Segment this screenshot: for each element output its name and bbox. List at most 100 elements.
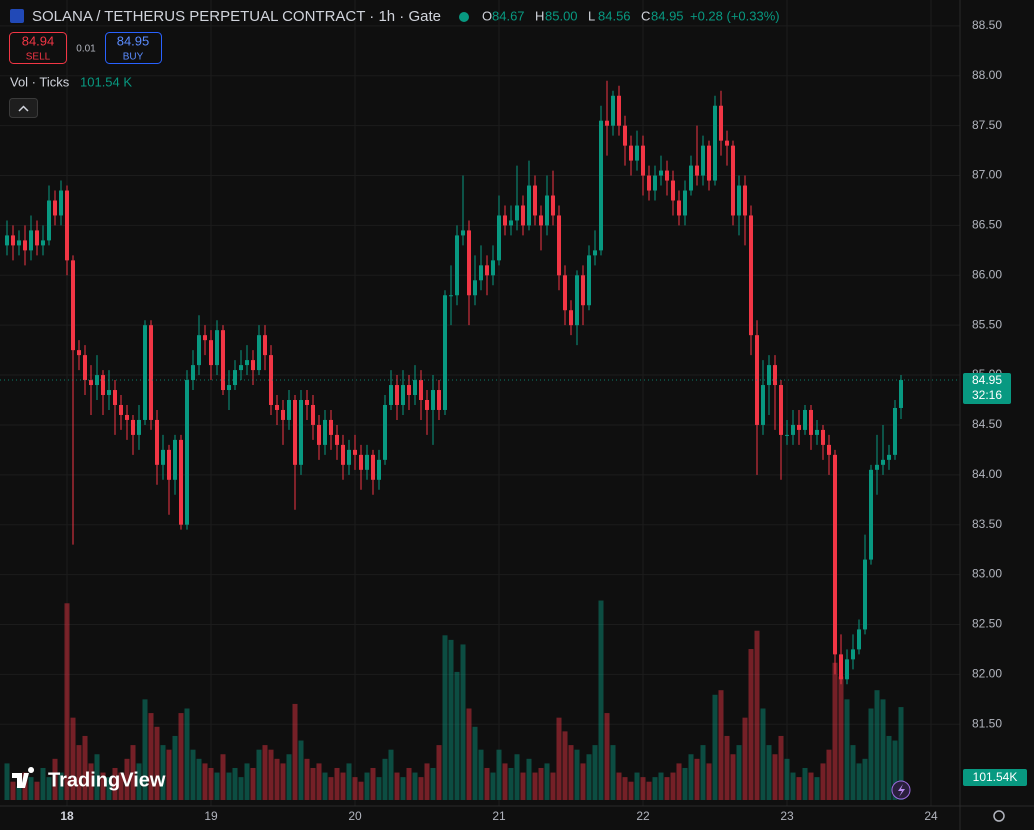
candle-body — [335, 434, 339, 445]
candle-body — [869, 469, 873, 560]
candle-body — [539, 215, 543, 226]
change: +0.28 (+0.33%) — [690, 8, 780, 23]
volume-bar — [736, 745, 742, 800]
y-tick-label: 87.50 — [972, 118, 1002, 132]
candle-body — [365, 454, 369, 470]
candle-body — [731, 145, 735, 216]
volume-bar — [730, 754, 736, 800]
candle-body — [833, 454, 837, 655]
candle-body — [743, 185, 747, 216]
volume-bar — [328, 777, 334, 800]
volume-bar — [538, 767, 544, 800]
y-tick-label: 81.50 — [972, 716, 1002, 730]
volume-bar — [514, 754, 520, 800]
symbol-icon[interactable] — [10, 9, 24, 23]
volume-bar — [172, 735, 178, 800]
settings-button[interactable] — [993, 810, 1005, 822]
ohlc-key: L — [588, 8, 595, 23]
candle-pane — [0, 80, 960, 685]
volume-bar — [556, 717, 562, 800]
volume-bar — [832, 662, 838, 800]
volume-bar — [316, 763, 322, 800]
spread: 0.01 — [76, 44, 96, 55]
candle-body — [71, 260, 75, 351]
volume-bar — [280, 763, 286, 800]
candle-body — [233, 370, 237, 386]
volume-bar — [586, 754, 592, 800]
volume-bar — [694, 758, 700, 800]
candle-body — [389, 385, 393, 405]
y-tick-label: 86.00 — [972, 267, 1002, 281]
candle-body — [653, 175, 657, 191]
collapse-button[interactable] — [9, 98, 38, 118]
candle-body — [179, 439, 183, 525]
volume-bar — [760, 708, 766, 800]
candle-body — [713, 105, 717, 181]
candle-body — [293, 400, 297, 465]
volume-bar — [64, 603, 70, 800]
candle-body — [107, 390, 111, 396]
candle-body — [215, 330, 219, 366]
candle-body — [497, 215, 501, 261]
candle-body — [113, 390, 117, 405]
candle-body — [167, 449, 171, 480]
volume-bar — [784, 758, 790, 800]
x-tick-label: 24 — [924, 809, 938, 823]
candle-body — [185, 380, 189, 525]
ohlc-key: O — [482, 8, 492, 23]
volume-bar — [136, 763, 142, 800]
candle-body — [251, 360, 255, 371]
volume-bar — [658, 772, 664, 800]
candle-body — [227, 385, 231, 391]
volume-bar — [334, 767, 340, 800]
volume-bar — [850, 745, 856, 800]
logo-text: TradingView — [48, 769, 166, 791]
volume-bar — [220, 754, 226, 800]
candle-body — [329, 419, 333, 435]
volume-bar — [772, 754, 778, 800]
candle-body — [695, 165, 699, 176]
buy-button[interactable] — [105, 32, 162, 64]
volume-bar — [412, 772, 418, 800]
candle-body — [449, 295, 453, 297]
y-tick-label: 83.50 — [972, 517, 1002, 531]
volume-bar — [742, 717, 748, 800]
y-tick-label: 87.00 — [972, 168, 1002, 182]
volume-bar — [754, 630, 760, 800]
candle-body — [305, 400, 309, 405]
candle-body — [779, 385, 783, 435]
volume-bar — [322, 772, 328, 800]
volume-bar — [718, 690, 724, 800]
volume-bar — [898, 707, 904, 800]
volume-legend-label: Vol · Ticks — [10, 74, 70, 89]
candle-body — [881, 459, 885, 465]
candle-body — [239, 365, 243, 371]
candle-body — [455, 235, 459, 296]
sell-button[interactable] — [9, 32, 67, 64]
volume-bar — [358, 781, 364, 800]
candle-body — [101, 375, 105, 396]
volume-bar — [622, 777, 628, 800]
volume-bar — [94, 754, 100, 800]
volume-bar — [244, 763, 250, 800]
symbol-title[interactable]: SOLANA / TETHERUS PERPETUAL CONTRACT · 1… — [32, 8, 441, 25]
candle-body — [503, 215, 507, 226]
volume-bar — [688, 754, 694, 800]
ohlc: O 84.67 H 85.00 L 84.56 C 84.95 — [482, 8, 684, 23]
candle-body — [851, 649, 855, 660]
volume-bar — [298, 740, 304, 800]
candle-body — [485, 265, 489, 276]
volume-bar — [892, 740, 898, 800]
volume-bar — [88, 763, 94, 800]
candle-body — [89, 380, 93, 386]
buy-price: 84.95 — [117, 33, 150, 48]
volume-bar — [886, 735, 892, 800]
candle-body — [725, 140, 729, 146]
volume-bar — [40, 767, 46, 800]
volume-bar — [370, 767, 376, 800]
volume-bar — [346, 763, 352, 800]
volume-bar — [4, 763, 10, 800]
y-tick-label: 88.00 — [972, 68, 1002, 82]
